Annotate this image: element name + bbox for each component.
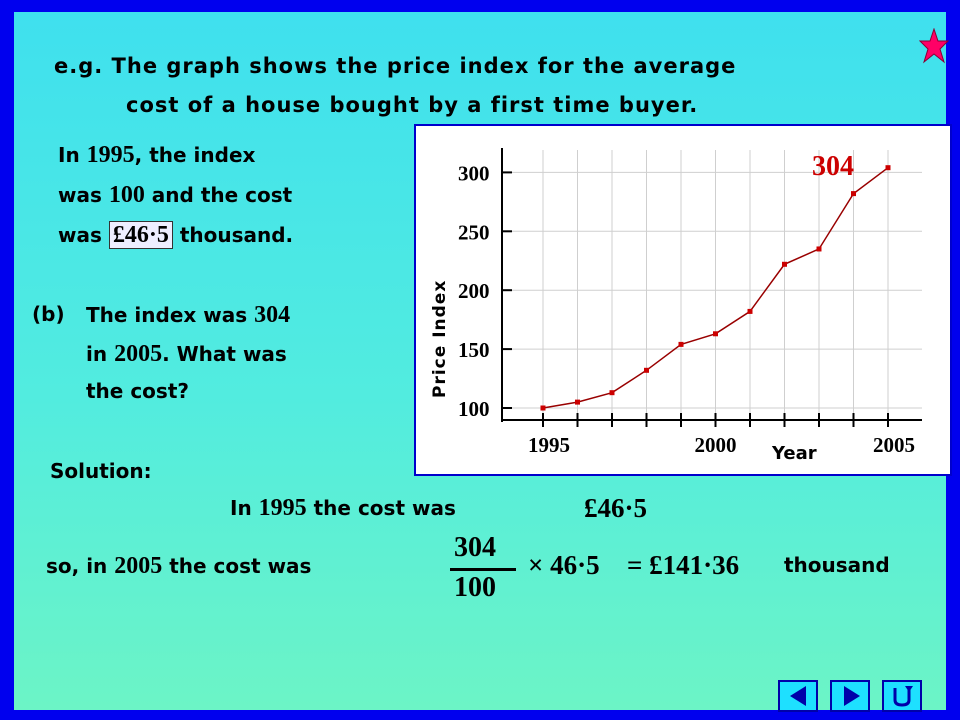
result-value: = £141·36 <box>627 550 740 580</box>
data-point <box>609 390 615 396</box>
title-line-2: cost of a house bought by a first time b… <box>126 93 699 117</box>
chart-grid <box>502 150 922 418</box>
chart-markers <box>540 165 891 411</box>
x-axis-label: Year <box>771 443 817 464</box>
x-tick-label: 1995 <box>528 433 570 457</box>
times-46-5: × 46·5 <box>528 550 600 580</box>
chart-axes <box>501 148 922 427</box>
return-button[interactable] <box>882 680 922 712</box>
y-tick-label: 150 <box>458 338 490 362</box>
data-point <box>644 367 649 373</box>
price-index-chart: 100 150 200 250 300 1995 2000 2005 Price Index … <box>414 124 952 476</box>
fraction-numerator: 304 <box>454 532 496 563</box>
y-tick-label: 250 <box>458 220 490 244</box>
y-tick-label: 200 <box>458 279 490 303</box>
x-tick-label: 2000 <box>695 433 737 457</box>
fraction-denominator: 100 <box>454 572 496 603</box>
chart-tick-labels: 100 150 200 250 300 1995 2000 2005 <box>458 161 915 457</box>
forward-icon <box>844 686 860 706</box>
data-point <box>885 165 891 171</box>
cost-1995: £46·5 <box>584 493 648 523</box>
title-line-1: e.g. The graph shows the price index for… <box>54 54 737 78</box>
data-point <box>575 399 580 405</box>
result-unit: thousand <box>784 553 890 577</box>
data-point <box>540 405 546 411</box>
intro-line-3: was £46·5 thousand. <box>58 221 294 249</box>
back-icon <box>790 686 806 706</box>
solution-row-2: so, in 2005 the cost was <box>46 553 312 579</box>
question-line-3: the cost? <box>86 379 189 403</box>
cost-1995-box: £46·5 <box>108 221 173 249</box>
question-label: (b) <box>32 302 65 326</box>
fraction-bar <box>450 568 516 571</box>
back-button[interactable] <box>778 680 818 712</box>
slide: e.g. The graph shows the price index for… <box>14 12 952 712</box>
y-axis-label: Price Index <box>430 280 450 398</box>
forward-button[interactable] <box>830 680 870 712</box>
solution-row-1: In 1995 the cost was <box>230 495 456 521</box>
question-line-1: The index was 304 <box>86 302 291 328</box>
y-tick-label: 300 <box>458 161 490 185</box>
intro-line-1: In 1995, the index <box>58 142 256 168</box>
data-point <box>747 308 753 314</box>
annotation-304: 304 <box>812 151 854 182</box>
data-point <box>782 261 787 267</box>
y-tick-label: 100 <box>458 397 490 421</box>
data-point <box>851 191 856 197</box>
question-line-2: in 2005. What was <box>86 341 287 367</box>
solution-heading: Solution: <box>50 459 152 483</box>
intro-line-2: was 100 and the cost <box>58 182 293 208</box>
data-point <box>678 341 684 347</box>
data-point <box>816 246 822 252</box>
data-point <box>713 331 718 337</box>
return-icon <box>893 686 913 707</box>
star-icon[interactable] <box>919 28 949 64</box>
x-tick-label: 2005 <box>873 433 915 457</box>
